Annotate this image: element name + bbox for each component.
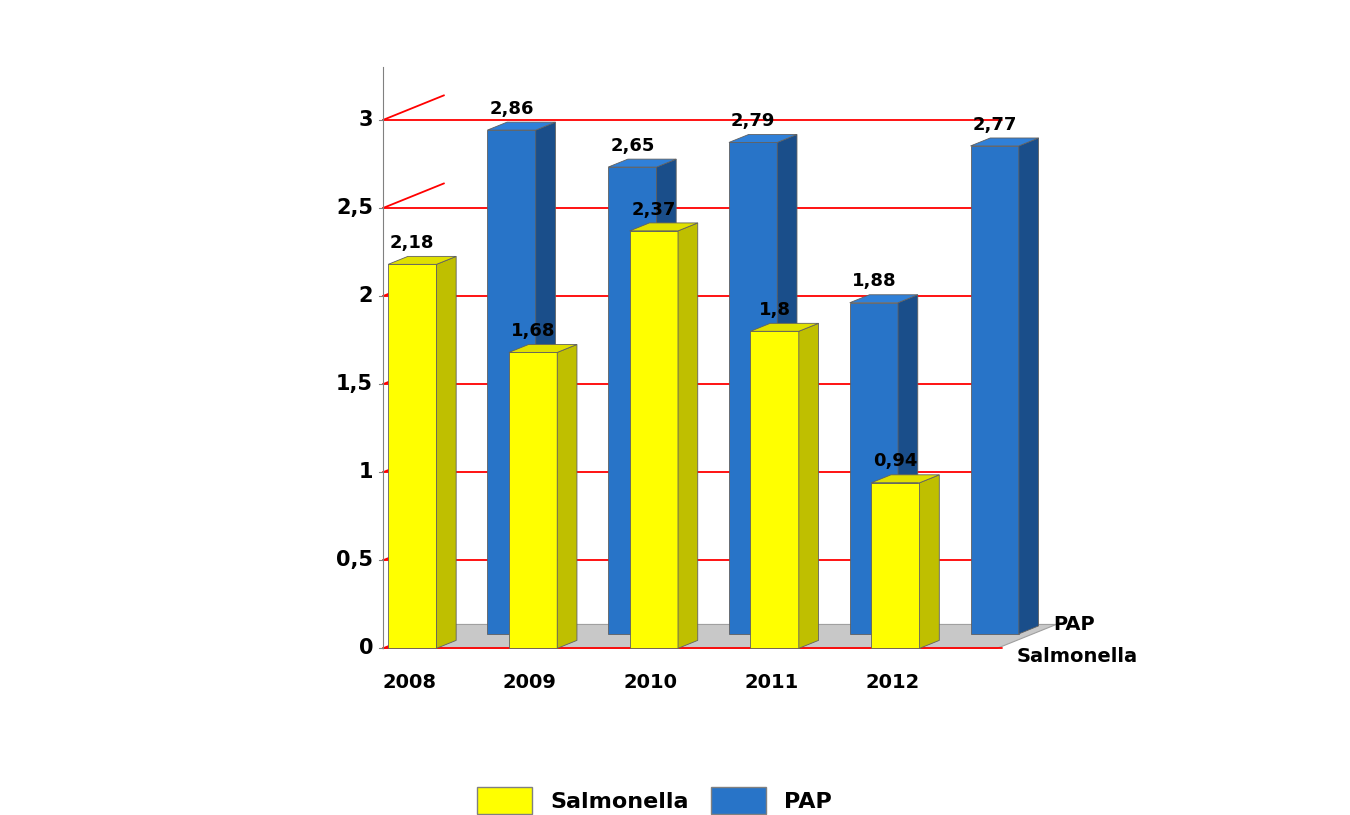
Polygon shape: [629, 231, 678, 649]
Text: 1,5: 1,5: [336, 374, 373, 394]
Text: 2,18: 2,18: [390, 234, 435, 252]
Polygon shape: [656, 159, 676, 634]
Polygon shape: [389, 257, 456, 264]
Text: 2,77: 2,77: [972, 116, 1017, 134]
Polygon shape: [971, 138, 1038, 146]
Polygon shape: [1019, 138, 1038, 634]
Polygon shape: [799, 324, 818, 649]
Text: PAP: PAP: [1053, 615, 1095, 634]
Text: 0,94: 0,94: [873, 452, 918, 470]
Text: 0: 0: [359, 638, 373, 659]
Polygon shape: [383, 624, 1056, 649]
Text: 2010: 2010: [624, 673, 678, 692]
Text: 2: 2: [359, 286, 373, 306]
Polygon shape: [629, 223, 698, 231]
Polygon shape: [389, 264, 436, 649]
Polygon shape: [919, 475, 940, 649]
Text: 2,86: 2,86: [489, 99, 533, 118]
Text: 1: 1: [359, 462, 373, 482]
Legend: Salmonella, PAP: Salmonella, PAP: [477, 787, 832, 814]
Polygon shape: [487, 130, 536, 634]
Text: 1,68: 1,68: [510, 322, 555, 340]
Text: 0,5: 0,5: [336, 550, 373, 570]
Polygon shape: [729, 143, 778, 634]
Polygon shape: [558, 345, 576, 649]
Text: 3: 3: [359, 110, 373, 130]
Text: 2011: 2011: [744, 673, 799, 692]
Text: 2,79: 2,79: [730, 112, 775, 130]
Text: 1,88: 1,88: [852, 272, 896, 290]
Polygon shape: [898, 295, 918, 634]
Text: 2009: 2009: [504, 673, 556, 692]
Polygon shape: [487, 122, 555, 130]
Polygon shape: [849, 295, 918, 302]
Polygon shape: [849, 302, 898, 634]
Polygon shape: [678, 223, 698, 649]
Text: 1,8: 1,8: [759, 301, 791, 319]
Polygon shape: [436, 257, 456, 649]
Polygon shape: [608, 159, 676, 167]
Polygon shape: [509, 352, 558, 649]
Polygon shape: [751, 331, 799, 649]
Text: 2008: 2008: [382, 673, 436, 692]
Polygon shape: [751, 324, 818, 331]
Polygon shape: [778, 134, 796, 634]
Text: 2,65: 2,65: [610, 137, 655, 155]
Polygon shape: [509, 345, 576, 352]
Text: 2,5: 2,5: [336, 198, 373, 218]
Text: Salmonella: Salmonella: [1017, 647, 1138, 666]
Text: 2,37: 2,37: [632, 200, 676, 218]
Polygon shape: [871, 475, 940, 482]
Polygon shape: [971, 146, 1019, 634]
Polygon shape: [729, 134, 796, 143]
Polygon shape: [871, 482, 919, 649]
Polygon shape: [536, 122, 555, 634]
Polygon shape: [608, 167, 656, 634]
Text: 2012: 2012: [865, 673, 919, 692]
